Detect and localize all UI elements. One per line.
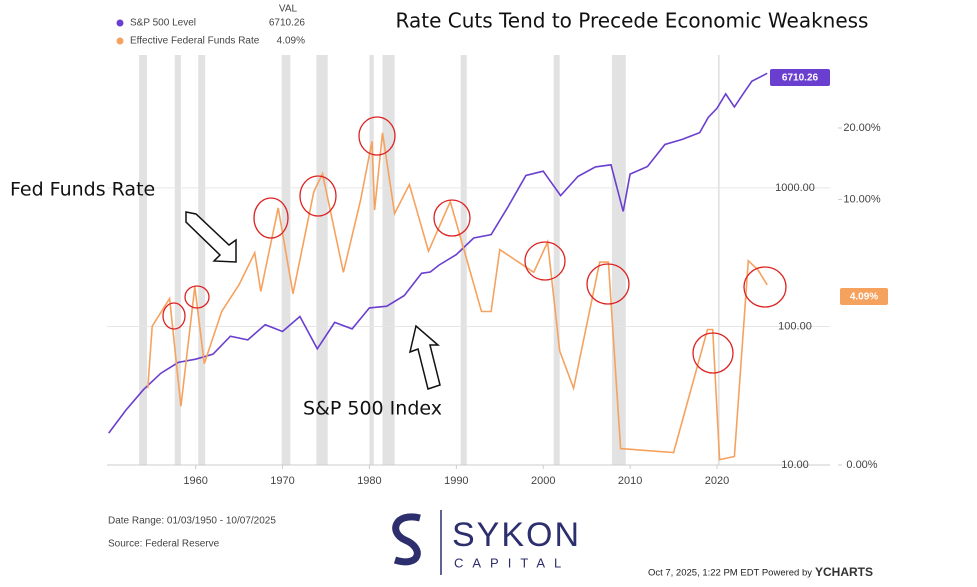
y2-tick-label: 20.00% xyxy=(843,122,881,134)
recession-band xyxy=(198,55,206,465)
y-tick-label: 1000.00 xyxy=(775,182,815,194)
end-badge xyxy=(770,69,830,86)
x-tick-label: 1990 xyxy=(444,475,468,487)
x-tick-label: 2010 xyxy=(618,475,642,487)
logo-mark xyxy=(392,513,421,566)
legend-label: Effective Federal Funds Rate xyxy=(130,36,260,47)
legend-dot xyxy=(116,37,124,45)
annotation: S&P 500 Index xyxy=(303,398,442,420)
timestamp: Oct 7, 2025, 1:22 PM EDT Powered by xyxy=(648,568,812,579)
recession-band xyxy=(611,55,626,465)
recession-band xyxy=(316,55,328,465)
arrows xyxy=(185,211,441,390)
recession-band xyxy=(281,55,291,465)
end-badge xyxy=(840,288,888,305)
end-badge-label: 4.09% xyxy=(850,292,878,303)
series-line xyxy=(108,72,768,434)
background xyxy=(97,0,941,587)
y2-tick-label: 0.00% xyxy=(846,459,877,471)
logo-text: SYKON xyxy=(452,516,581,554)
legend-value: 6710.26 xyxy=(269,18,306,29)
end-badge-label: 6710.26 xyxy=(782,73,819,84)
recession-band xyxy=(139,55,147,465)
recession-band xyxy=(174,55,181,465)
highlight-circles xyxy=(162,116,787,374)
y-tick-label: 10.00 xyxy=(781,459,809,471)
legend-label: S&P 500 Level xyxy=(130,18,196,29)
series-line xyxy=(147,132,768,461)
recession-band xyxy=(717,55,720,465)
grid xyxy=(107,127,842,469)
x-tick-label: 1970 xyxy=(270,475,294,487)
recession-band xyxy=(369,55,374,465)
brand: YCHARTS xyxy=(815,565,873,579)
date-range: Date Range: 01/03/1950 - 10/07/2025 xyxy=(108,516,276,527)
x-tick-label: 2020 xyxy=(705,475,729,487)
x-tick-label: 2000 xyxy=(531,475,555,487)
recession-band xyxy=(553,55,560,465)
legend-dot xyxy=(116,19,124,27)
chart-title: Rate Cuts Tend to Precede Economic Weakn… xyxy=(396,9,869,33)
legend-header: VAL xyxy=(279,4,298,15)
y2-tick-label: 10.00% xyxy=(843,193,881,205)
annotation: Fed Funds Rate xyxy=(10,179,155,201)
y-tick-label: 100.00 xyxy=(778,320,812,332)
recession-band xyxy=(460,55,467,465)
lines xyxy=(108,72,768,461)
legend-value: 4.09% xyxy=(277,36,305,47)
logo-subtext: CAPITAL xyxy=(454,555,570,570)
source: Source: Federal Reserve xyxy=(108,539,220,550)
x-tick-label: 1980 xyxy=(357,475,381,487)
x-tick-label: 1960 xyxy=(183,475,207,487)
